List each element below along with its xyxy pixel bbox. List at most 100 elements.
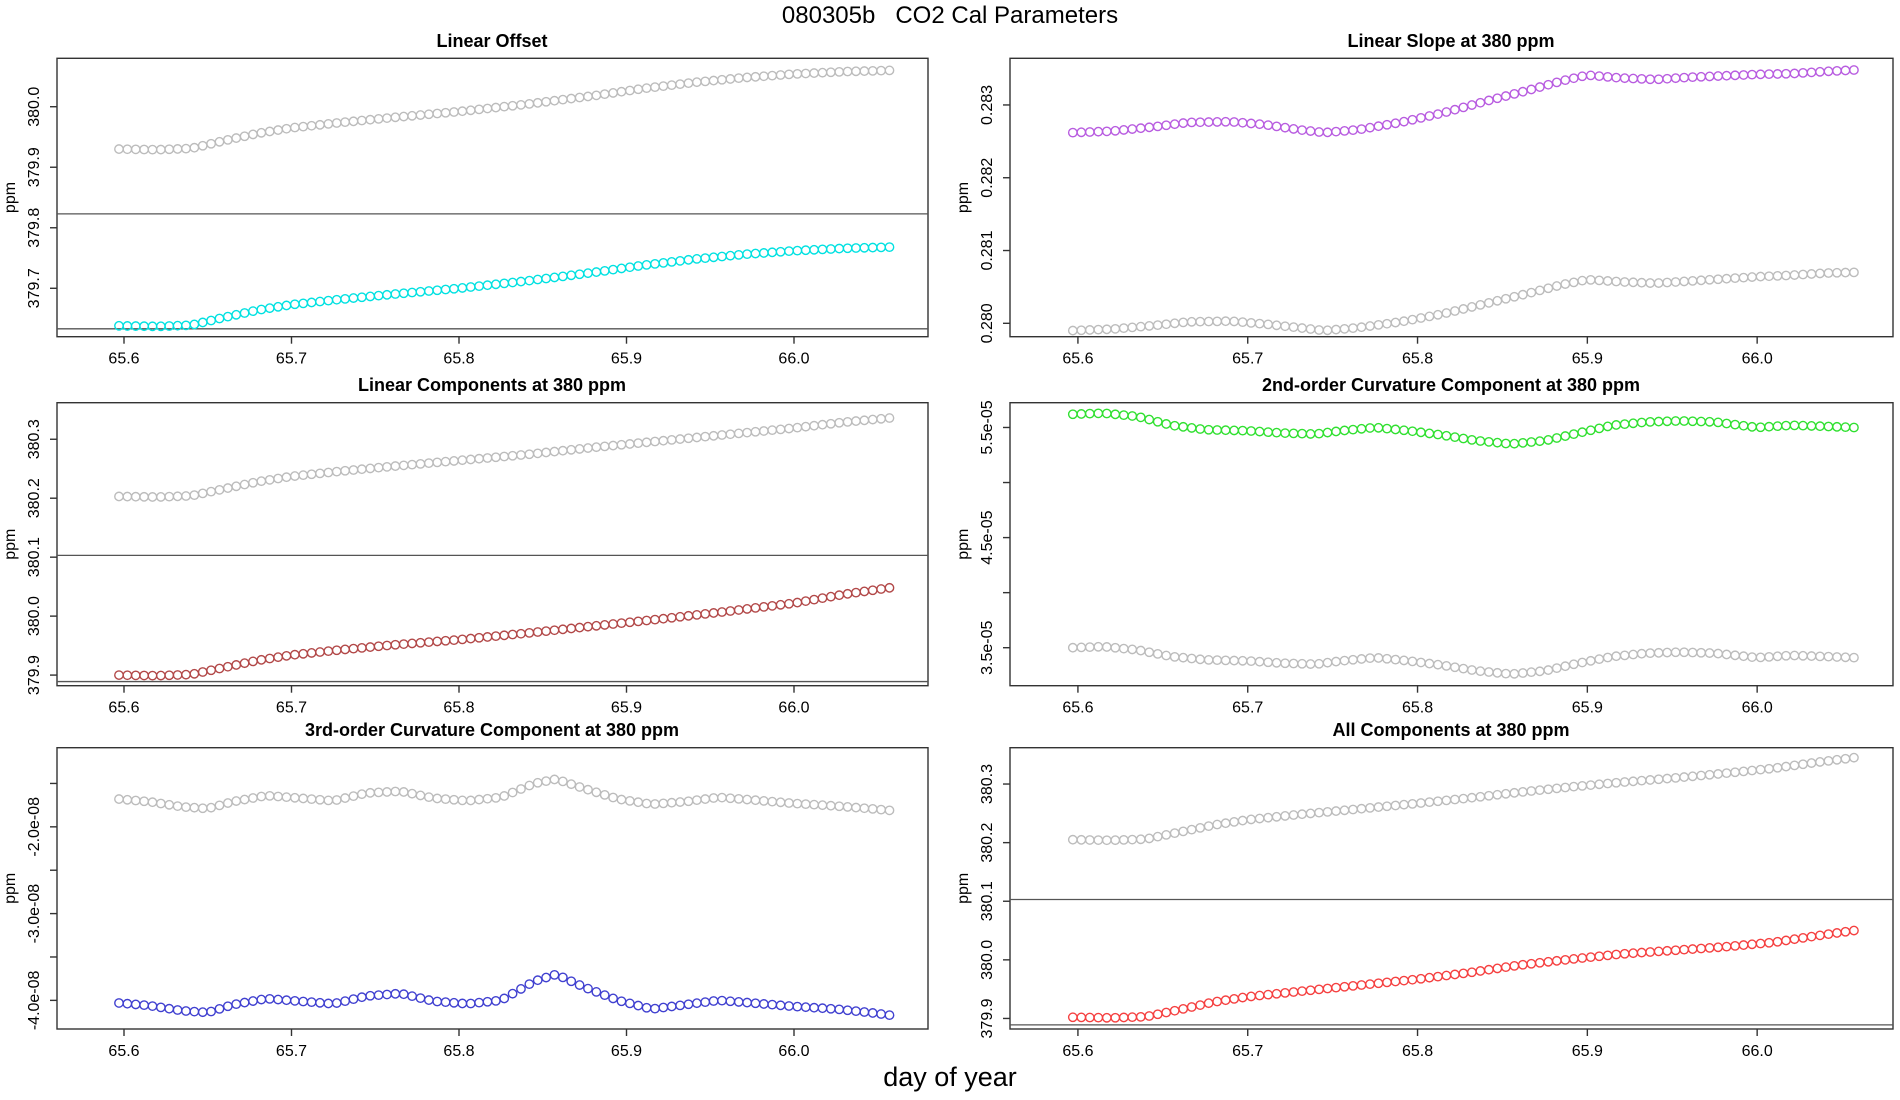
data-point	[1288, 124, 1299, 134]
data-point	[1594, 71, 1605, 82]
data-point	[1424, 311, 1435, 322]
data-point	[1594, 275, 1605, 286]
data-point	[415, 458, 426, 469]
data-point	[1679, 416, 1690, 426]
data-point	[742, 249, 752, 260]
data-point	[1220, 655, 1231, 666]
data-point	[248, 477, 258, 488]
data-point	[532, 97, 543, 108]
data-point	[1543, 283, 1554, 294]
data-point	[1823, 268, 1834, 278]
data-point	[1297, 125, 1307, 135]
series-components-upper-gray	[114, 413, 895, 502]
data-point	[842, 802, 853, 812]
data-point	[1441, 660, 1452, 671]
data-point	[708, 608, 719, 618]
data-point	[1636, 277, 1647, 288]
data-point	[449, 107, 459, 117]
data-point	[867, 242, 878, 253]
data-point	[516, 450, 526, 460]
data-point	[1560, 75, 1571, 86]
data-point	[1127, 644, 1138, 655]
data-point	[1764, 69, 1774, 80]
data-point	[650, 799, 660, 809]
data-point	[666, 612, 677, 623]
data-point	[691, 609, 702, 620]
data-point	[541, 96, 551, 107]
data-point	[155, 144, 166, 155]
data-point	[524, 627, 535, 638]
data-point	[1271, 121, 1282, 132]
data-point	[1127, 1012, 1138, 1023]
data-point	[331, 998, 342, 1008]
data-point	[557, 271, 568, 282]
data-point	[1560, 954, 1571, 965]
data-point	[1458, 663, 1469, 674]
data-point	[239, 997, 250, 1008]
data-point	[1407, 314, 1418, 325]
data-point	[155, 670, 166, 681]
data-point	[256, 654, 267, 665]
data-point	[147, 1001, 158, 1011]
data-point	[1747, 421, 1757, 432]
data-point	[298, 121, 309, 132]
data-point	[1755, 422, 1766, 433]
data-point	[1628, 73, 1639, 84]
data-point	[784, 69, 794, 80]
data-point	[114, 144, 124, 154]
data-point	[507, 787, 518, 798]
data-point	[1679, 276, 1690, 287]
data-point	[876, 1009, 886, 1019]
data-point	[1229, 655, 1240, 666]
data-point	[356, 464, 367, 475]
data-point	[1169, 119, 1180, 130]
data-point	[1815, 757, 1825, 767]
data-point	[1280, 428, 1290, 438]
data-point	[114, 998, 124, 1008]
data-point	[1806, 421, 1817, 431]
data-point	[206, 315, 217, 326]
data-point	[725, 429, 736, 440]
data-point	[214, 800, 225, 811]
data-point	[164, 144, 175, 155]
data-point	[583, 983, 593, 994]
data-point	[599, 620, 610, 630]
data-point	[1704, 416, 1715, 427]
data-point	[407, 287, 417, 298]
data-point	[315, 468, 325, 479]
data-point	[1687, 275, 1698, 286]
data-point	[817, 419, 828, 430]
data-point	[1645, 947, 1656, 957]
data-point	[172, 801, 183, 811]
data-point	[1373, 319, 1384, 330]
data-point	[842, 66, 853, 77]
data-point	[331, 466, 342, 477]
panel-curvature-2nd: 65.6 65.7 65.8 65.9 66.0 3.5e-05 4.5e-05 5.5e-0…	[955, 400, 1894, 717]
data-point	[382, 113, 392, 123]
x-tick-label: 66.0	[778, 1043, 809, 1060]
data-point	[566, 779, 577, 790]
data-point	[1424, 797, 1435, 808]
x-tick-label: 65.6	[108, 1043, 139, 1060]
data-point	[1772, 270, 1783, 281]
data-point	[1331, 806, 1341, 816]
data-point	[114, 491, 124, 502]
data-point	[1772, 421, 1783, 432]
data-point	[1161, 419, 1172, 429]
data-point	[792, 422, 803, 433]
plot-box	[56, 402, 929, 687]
data-point	[1433, 971, 1443, 982]
y-tick-label: 379.9	[979, 998, 996, 1038]
data-point	[641, 1002, 652, 1013]
data-point	[733, 249, 744, 260]
data-point	[624, 998, 635, 1009]
data-point	[331, 795, 342, 805]
data-point	[691, 998, 702, 1009]
data-point	[675, 1000, 685, 1011]
data-point	[1585, 952, 1596, 963]
data-point	[1755, 938, 1766, 949]
data-point	[1127, 124, 1138, 134]
data-point	[1670, 73, 1681, 84]
data-point	[289, 122, 300, 133]
data-point	[1517, 437, 1528, 448]
